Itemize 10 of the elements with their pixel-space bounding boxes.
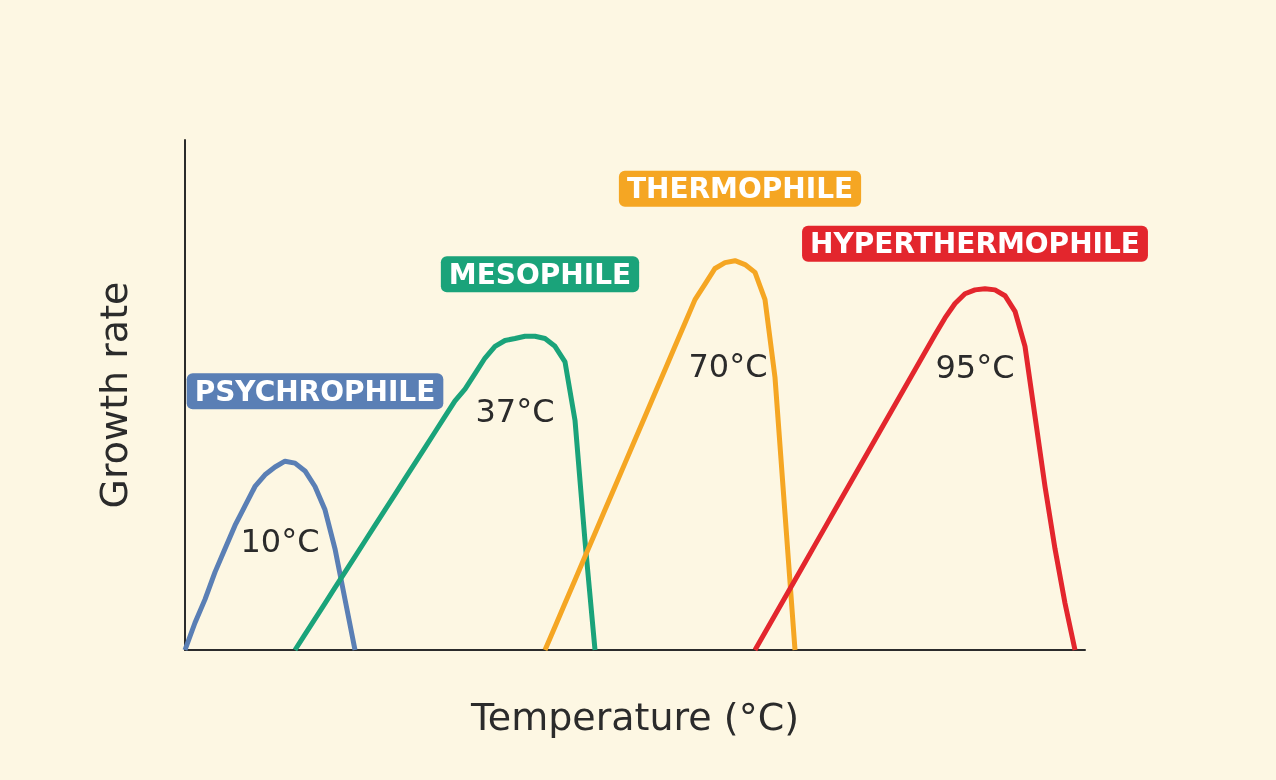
text: THERMOPHILE [626, 172, 854, 206]
text: MESOPHILE [448, 257, 632, 291]
annotation: 70°C [688, 346, 768, 385]
annotation: 10°C [240, 522, 320, 561]
annotation: 37°C [475, 392, 555, 431]
series-label: HYPERTHERMOPHILE [810, 227, 1140, 261]
text: PSYCHROPHILE [194, 374, 436, 408]
annotation: 95°C [935, 347, 1015, 386]
x-axis-title: Temperature (°C) [470, 695, 799, 739]
y-axis-title: Growth rate [92, 281, 136, 509]
